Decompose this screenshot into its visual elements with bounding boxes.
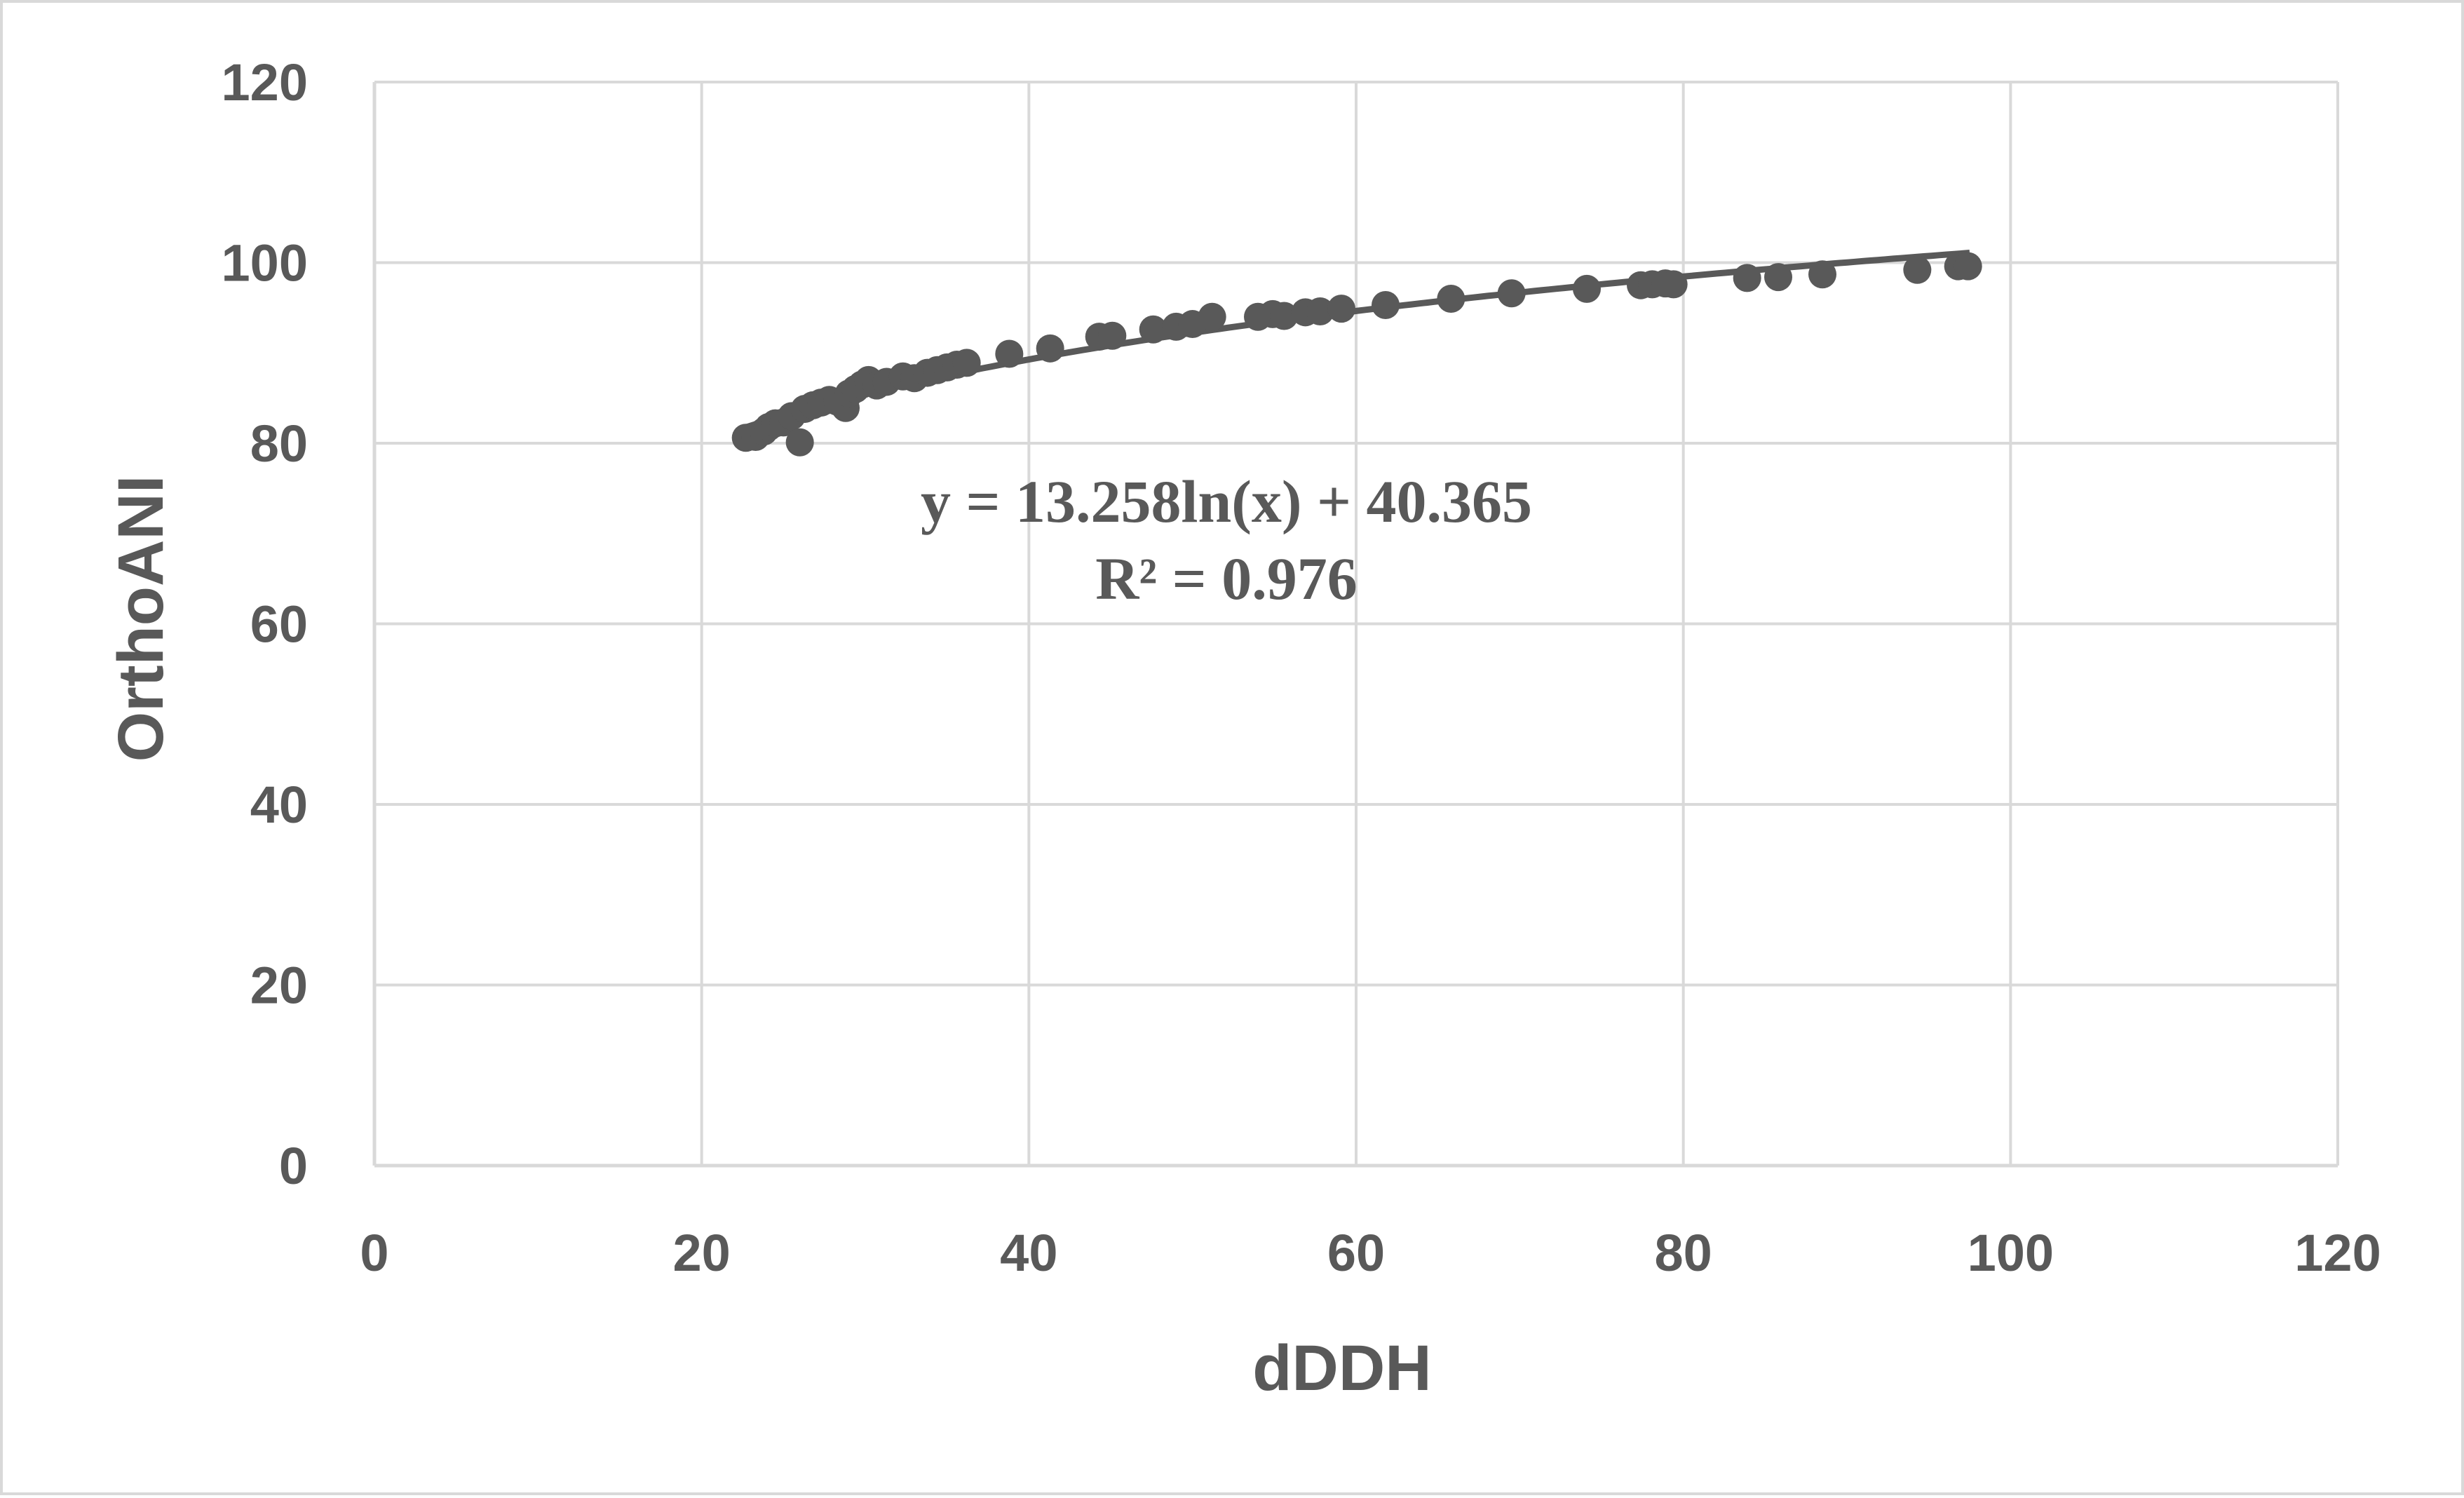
data-point	[1733, 264, 1761, 292]
data-point	[785, 428, 814, 457]
y-tick-label: 60	[250, 595, 308, 654]
data-point	[1372, 291, 1400, 320]
data-point	[995, 339, 1024, 368]
x-tick-label: 80	[1655, 1224, 1712, 1282]
x-tick-label: 40	[1000, 1224, 1057, 1282]
x-tick-label: 120	[2294, 1224, 2381, 1282]
y-tick-label: 100	[222, 234, 308, 292]
axes	[372, 82, 2338, 1168]
data-point	[1036, 334, 1064, 363]
x-axis-title: dDDH	[1252, 1332, 1432, 1404]
y-tick-label: 0	[279, 1137, 308, 1195]
x-tick-label: 0	[360, 1224, 388, 1282]
data-point	[1954, 252, 1982, 281]
data-point	[1306, 297, 1334, 326]
y-tick-label: 40	[250, 776, 308, 834]
trendline-equation: y = 13.258ln(x) + 40.365	[921, 468, 1532, 535]
data-point	[1903, 255, 1932, 284]
data-point	[1437, 285, 1465, 313]
data-point	[1270, 302, 1299, 330]
data-point	[1659, 270, 1688, 299]
data-point	[1327, 295, 1355, 323]
y-tick-label: 20	[250, 957, 308, 1015]
scatter-chart: 0 20 40 60 80 100 120 0 20 40 60 80 100 120 dDDH Orth…	[105, 53, 2381, 1404]
data-point	[1764, 263, 1792, 292]
data-points	[731, 252, 1982, 457]
gridlines	[374, 81, 2339, 1166]
x-tick-label: 60	[1327, 1224, 1385, 1282]
data-point	[1198, 302, 1226, 331]
data-point	[952, 349, 981, 377]
y-tick-label: 80	[250, 414, 308, 473]
x-tick-label: 20	[673, 1224, 731, 1282]
y-axis-title: OrthoANI	[105, 475, 177, 762]
data-point	[1808, 260, 1836, 289]
y-tick-label: 120	[222, 53, 308, 112]
data-point	[1139, 315, 1167, 344]
trendline-r-squared: R² = 0.976	[1095, 545, 1357, 612]
data-point	[1098, 321, 1127, 350]
x-tick-label: 100	[1968, 1224, 2054, 1282]
data-point	[1497, 279, 1526, 308]
tick-labels: 0 20 40 60 80 100 120 0 20 40 60 80 100 120	[222, 53, 2381, 1282]
data-point	[1573, 274, 1601, 303]
